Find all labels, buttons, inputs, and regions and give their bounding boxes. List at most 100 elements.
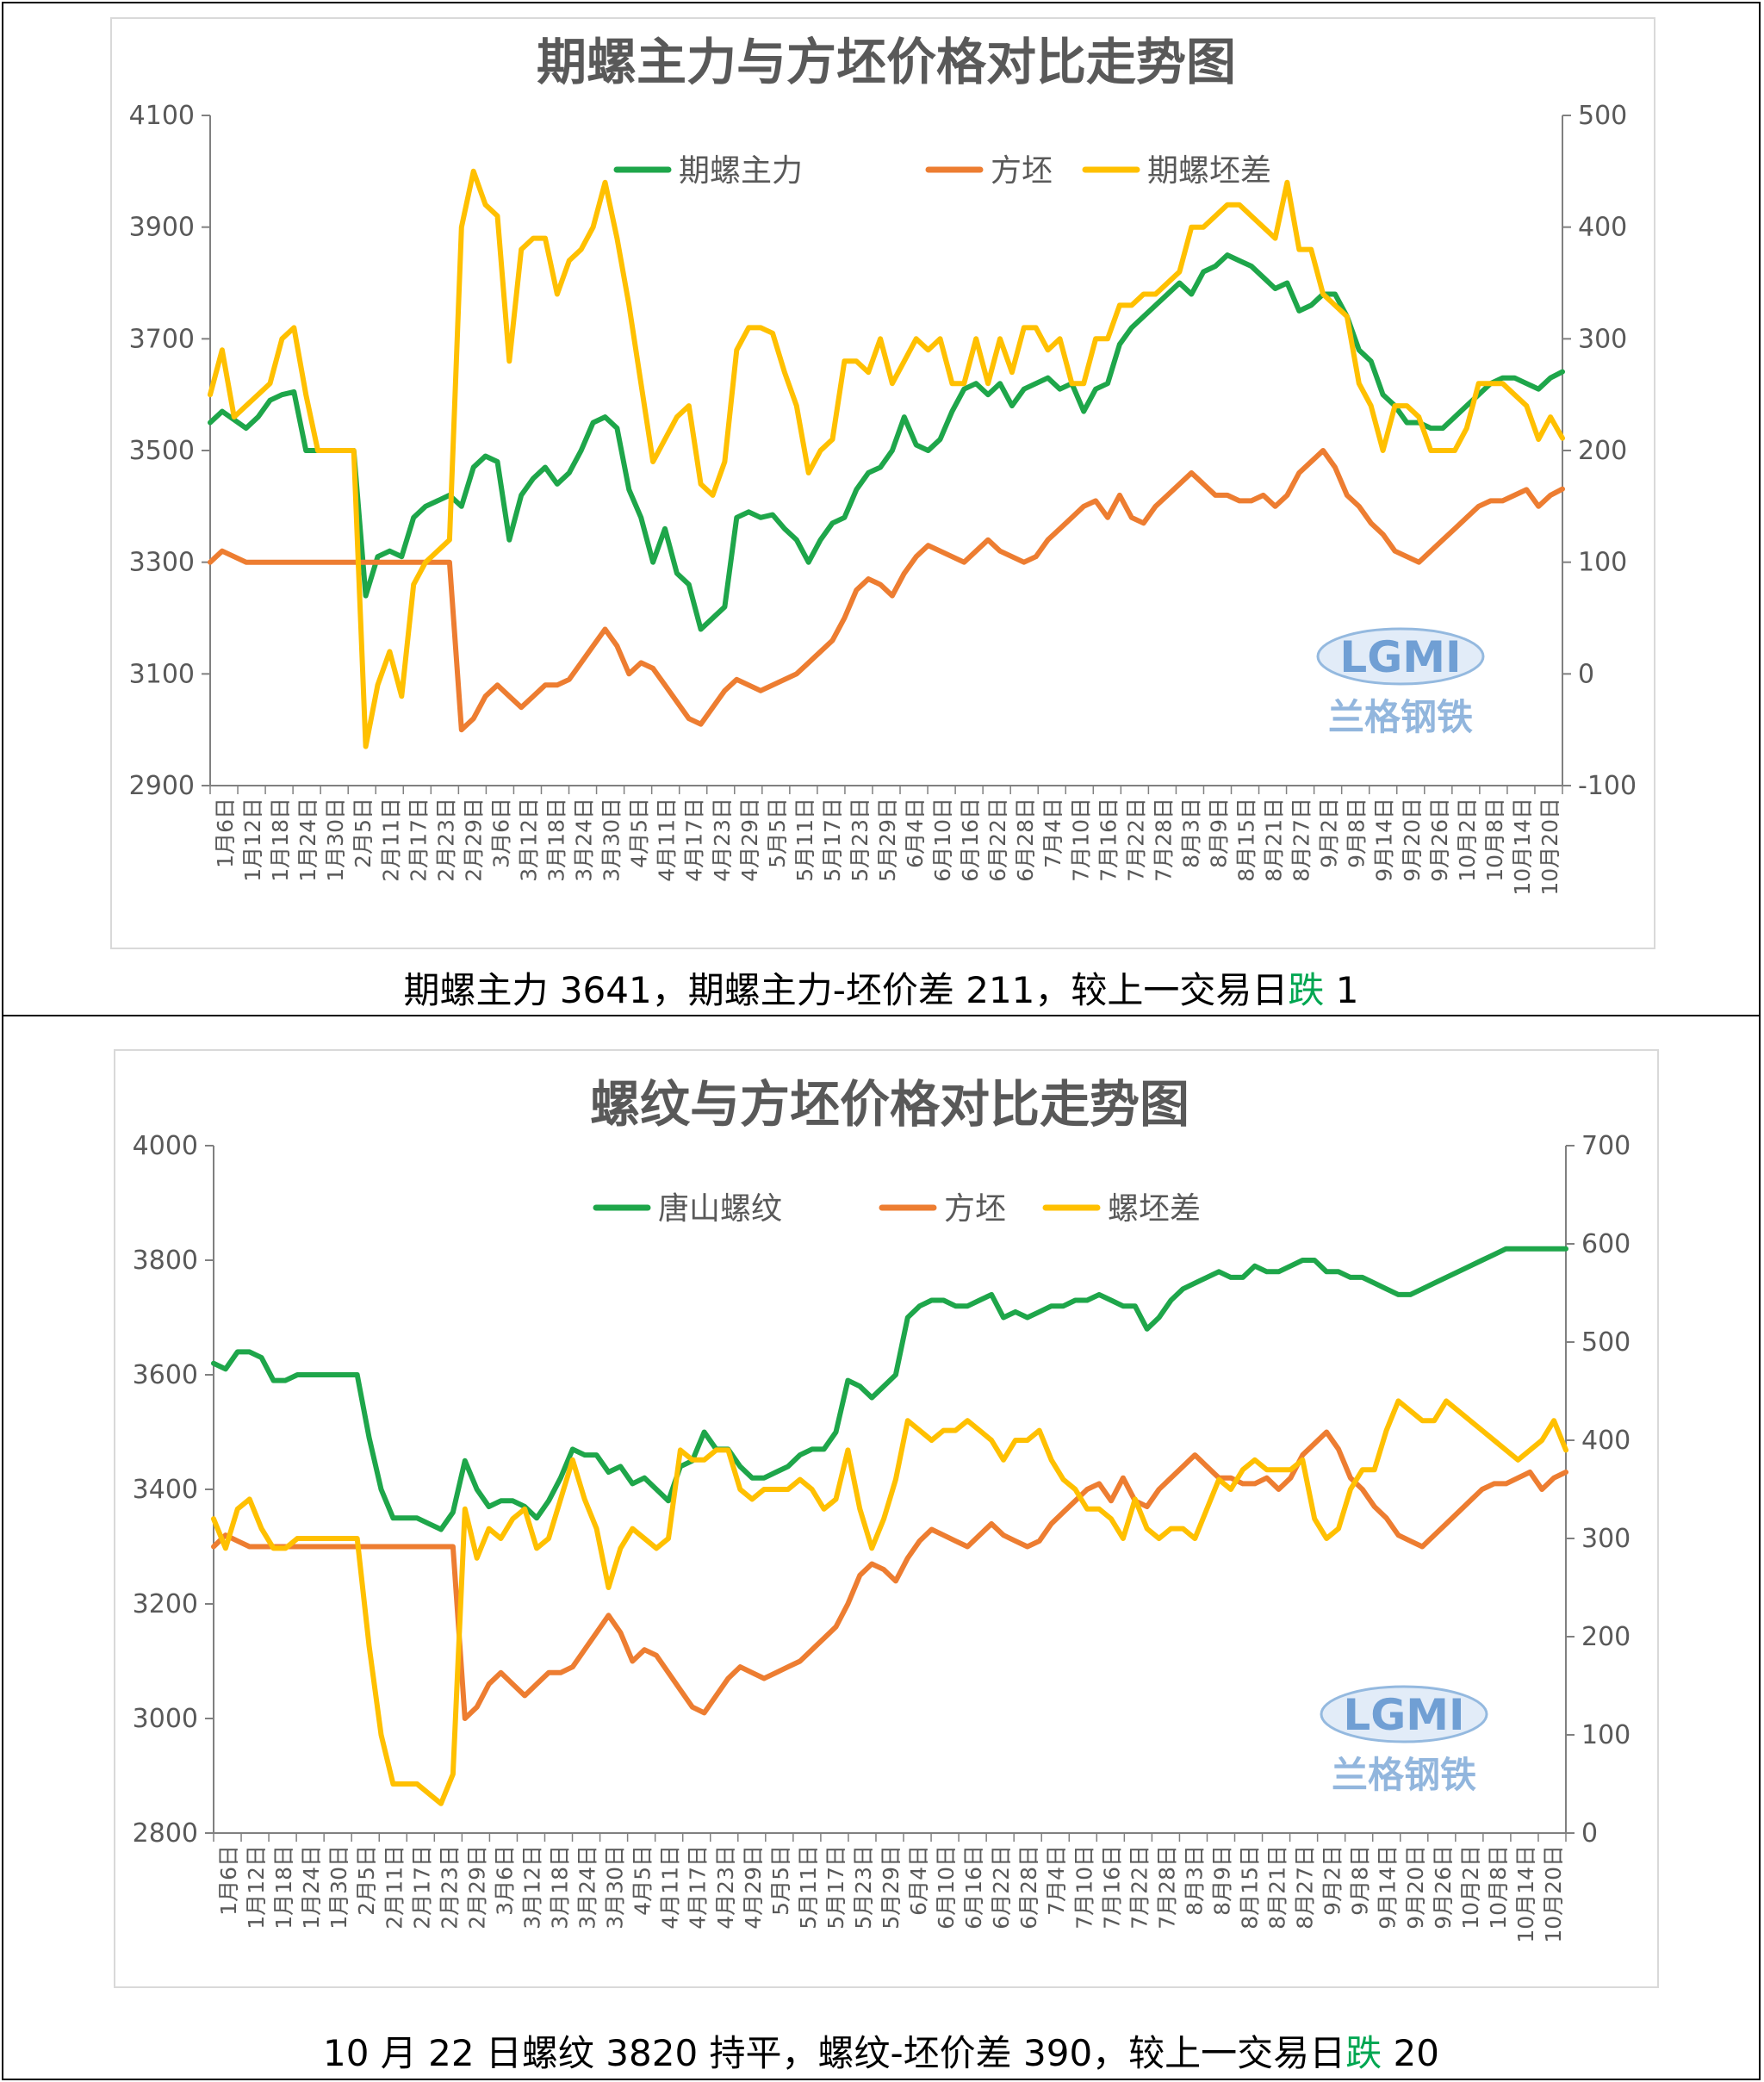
- x-tick-label: 9月26日: [1431, 1845, 1456, 1930]
- x-tick-label: 6月4日: [903, 798, 928, 868]
- x-tick-label: 5月23日: [848, 798, 873, 882]
- x-tick-label: 6月10日: [930, 798, 955, 882]
- x-tick-label: 9月26日: [1427, 798, 1452, 882]
- x-tick-label: 6月16日: [958, 798, 983, 882]
- x-tick-label: 6月10日: [934, 1845, 959, 1930]
- x-tick-label: 5月11日: [792, 798, 817, 882]
- left-tick-label: 3500: [129, 436, 195, 466]
- x-tick-label: 2月23日: [437, 1845, 462, 1930]
- x-tick-label: 9月20日: [1400, 798, 1425, 882]
- left-tick-label: 3700: [129, 324, 195, 354]
- x-tick-label: 10月8日: [1482, 798, 1507, 882]
- top-caption-value: 1: [1324, 969, 1359, 1011]
- x-tick-label: 8月3日: [1182, 1845, 1207, 1916]
- lgmi-logo: LGMI 兰格钢铁: [1320, 1685, 1488, 1796]
- logo-text: LGMI: [1343, 1690, 1464, 1740]
- x-tick-label: 8月9日: [1206, 798, 1231, 868]
- x-tick-label: 3月18日: [548, 1845, 573, 1930]
- top-panel: 期螺主力与方坯价格对比走势图 2900 3100 3300 3500 3700 3900 41…: [2, 2, 1761, 1016]
- right-tick-label: 400: [1578, 213, 1627, 243]
- series-line-3: [208, 168, 1565, 749]
- x-tick-label: 8月21日: [1262, 798, 1287, 882]
- x-tick-label: 10月8日: [1486, 1845, 1511, 1930]
- right-tick-label: 600: [1581, 1229, 1630, 1259]
- x-tick-label: 3月30日: [603, 1845, 628, 1930]
- legend-label-1: 期螺主力: [679, 153, 803, 189]
- x-tick-label: 4月5日: [630, 1845, 655, 1916]
- x-tick-label: 9月8日: [1345, 798, 1370, 868]
- x-tick-label: 7月28日: [1151, 798, 1176, 882]
- x-tick-label: 10月2日: [1455, 798, 1480, 882]
- right-tick-label: 200: [1578, 436, 1627, 466]
- x-tick-label: 1月6日: [213, 798, 238, 868]
- bottom-caption-text: 10 月 22 日螺纹 3820 持平，螺纹-坯价差 390，较上一交易日: [322, 2032, 1346, 2074]
- x-tick-label: 2月11日: [382, 1845, 407, 1930]
- x-tick-label: 4月5日: [627, 798, 652, 868]
- x-tick-label: 6月22日: [985, 798, 1010, 882]
- x-tick-label: 7月10日: [1071, 1845, 1096, 1930]
- x-tick-label: 5月17日: [823, 1845, 848, 1930]
- x-tick-label: 1月12日: [244, 1845, 269, 1930]
- x-tick-label: 10月20日: [1541, 1845, 1566, 1943]
- x-tick-label: 6月16日: [961, 1845, 986, 1930]
- x-tick-label: 6月22日: [989, 1845, 1014, 1930]
- left-tick-label: 4100: [129, 101, 195, 131]
- left-tick-label: 4000: [133, 1131, 198, 1161]
- x-tick-label: 5月5日: [765, 798, 790, 868]
- x-tick-label: 4月23日: [713, 1845, 738, 1930]
- x-tick-label: 4月17日: [682, 798, 707, 882]
- left-tick-label: 3400: [133, 1475, 198, 1505]
- right-tick-label: 100: [1581, 1720, 1630, 1750]
- top-caption-direction: 跌: [1288, 969, 1325, 1011]
- x-tick-label: 10月14日: [1513, 1845, 1538, 1943]
- x-tick-label: 3月24日: [572, 798, 597, 882]
- x-tick-label: 7月22日: [1127, 1845, 1152, 1930]
- futures-chart: 期螺主力与方坯价格对比走势图 2900 3100 3300 3500 3700 3900 41…: [110, 17, 1655, 949]
- x-tick-label: 7月10日: [1068, 798, 1093, 882]
- x-tick-label: 2月5日: [351, 798, 376, 868]
- right-tick-label: 0: [1581, 1818, 1598, 1849]
- x-tick-label: 9月20日: [1403, 1845, 1428, 1930]
- left-tick-label: 3900: [129, 213, 195, 243]
- x-tick-label: 3月30日: [599, 798, 624, 882]
- right-tick-label: 100: [1578, 548, 1627, 578]
- x-tick-label: 5月5日: [768, 1845, 793, 1916]
- x-tick-label: 2月29日: [461, 798, 486, 882]
- x-tick-label: 5月17日: [820, 798, 845, 882]
- x-tick-label: 1月30日: [323, 798, 348, 882]
- series-line-2: [208, 448, 1565, 733]
- x-tick-label: 3月18日: [544, 798, 569, 882]
- right-tick-label: 500: [1578, 101, 1627, 131]
- legend-label-3: 期螺坯差: [1147, 153, 1271, 189]
- left-tick-label: 3000: [133, 1704, 198, 1734]
- right-tick-label: 300: [1581, 1524, 1630, 1554]
- right-tick-label: 200: [1581, 1622, 1630, 1652]
- legend-label-1: 唐山螺纹: [658, 1191, 782, 1227]
- x-tick-label: 3月12日: [516, 798, 541, 882]
- right-tick-label: -100: [1578, 771, 1637, 801]
- x-tick-label: 1月18日: [268, 798, 293, 882]
- x-tick-label: 10月20日: [1537, 798, 1562, 896]
- left-tick-label: 3800: [133, 1246, 198, 1276]
- right-tick-label: 0: [1578, 659, 1594, 689]
- x-tick-label: 8月27日: [1289, 798, 1314, 882]
- bottom-caption-value: 20: [1382, 2032, 1439, 2074]
- x-tick-label: 2月11日: [378, 798, 403, 882]
- x-tick-label: 1月12日: [240, 798, 265, 882]
- x-tick-label: 1月30日: [326, 1845, 351, 1930]
- x-tick-label: 1月6日: [216, 1845, 241, 1916]
- x-tick-label: 4月29日: [737, 798, 762, 882]
- logo-text: LGMI: [1339, 632, 1461, 682]
- x-tick-label: 3月6日: [488, 798, 513, 868]
- top-caption-text: 期螺主力 3641，期螺主力-坯价差 211，较上一交易日: [403, 969, 1289, 1011]
- logo-subtext: 兰格钢铁: [1332, 1754, 1476, 1796]
- x-tick-label: 7月4日: [1044, 1845, 1069, 1916]
- x-tick-label: 4月11日: [655, 798, 680, 882]
- x-tick-label: 10月14日: [1510, 798, 1535, 896]
- x-tick-label: 2月29日: [464, 1845, 489, 1930]
- x-tick-label: 5月11日: [796, 1845, 821, 1930]
- bottom-caption: 10 月 22 日螺纹 3820 持平，螺纹-坯价差 390，较上一交易日跌 2…: [3, 2024, 1759, 2077]
- logo-ellipse: [1320, 1685, 1488, 1743]
- x-tick-label: 4月11日: [658, 1845, 683, 1930]
- x-tick-label: 7月22日: [1123, 798, 1148, 882]
